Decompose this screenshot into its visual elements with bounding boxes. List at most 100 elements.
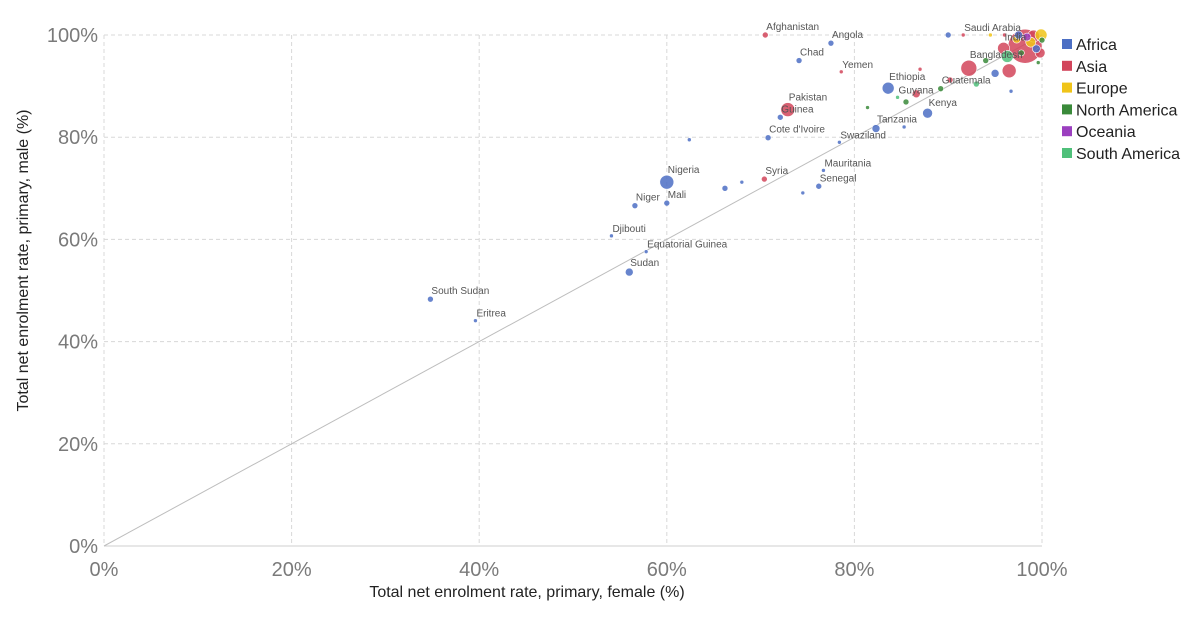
point-label: Chad — [800, 48, 824, 59]
data-point — [643, 249, 649, 254]
data-point — [838, 69, 844, 75]
y-tick-label: 40% — [58, 332, 98, 354]
data-point — [795, 57, 803, 64]
y-tick-label: 0% — [69, 536, 98, 558]
data-point — [988, 32, 993, 38]
data-point — [687, 137, 692, 143]
data-point — [764, 134, 772, 142]
data-point — [776, 113, 784, 121]
legend-swatch — [1062, 39, 1072, 49]
data-point — [721, 185, 729, 192]
axis-ticks: 0% 20% 40% 60% 80% 100% 0% 20% 40% 60% 80% 100% — [47, 25, 1068, 581]
point-label: Senegal — [820, 173, 857, 184]
y-tick-label: 20% — [58, 434, 98, 456]
data-point — [912, 89, 921, 99]
data-point — [946, 76, 954, 84]
legend-label: Europe — [1076, 81, 1128, 98]
y-tick-label: 100% — [47, 25, 98, 47]
data-point — [761, 31, 769, 39]
point-label: Pakistan — [789, 93, 827, 104]
grid-lines — [103, 34, 1043, 547]
data-point — [631, 202, 639, 209]
data-point — [982, 57, 990, 64]
y-tick-label: 60% — [58, 229, 98, 251]
point-label: Guyana — [899, 85, 934, 96]
point-labels: South Sudan Eritrea Sudan Equatorial Guinea… — [431, 22, 1026, 320]
data-point — [901, 124, 907, 130]
legend-swatch — [1062, 104, 1072, 115]
point-label: Equatorial Guinea — [647, 240, 727, 251]
y-tick-label: 80% — [58, 127, 98, 149]
legend-swatch — [1062, 126, 1072, 137]
x-tick-label: 80% — [834, 559, 874, 581]
point-label: Guinea — [781, 104, 814, 115]
data-point — [960, 32, 966, 38]
reference-line — [103, 34, 1043, 547]
data-point — [663, 199, 671, 207]
legend-label: South America — [1076, 146, 1180, 163]
x-tick-label: 20% — [272, 559, 312, 581]
data-point — [780, 102, 796, 117]
point-label: Djibouti — [612, 224, 645, 235]
point-label: Cote d'Ivoire — [769, 125, 825, 136]
point-label: Syria — [765, 166, 788, 177]
data-point — [427, 295, 434, 303]
data-point — [1002, 32, 1007, 38]
data-point — [1000, 50, 1014, 63]
legend-swatch — [1062, 60, 1072, 71]
data-point — [800, 190, 806, 196]
data-point — [1001, 63, 1017, 79]
x-tick-label: 100% — [1016, 559, 1067, 581]
point-label: Bangladesh — [970, 50, 1023, 61]
point-label: Swaziland — [840, 130, 886, 141]
data-point — [917, 66, 923, 72]
data-point — [1035, 60, 1041, 65]
point-label: Saudi Arabia — [964, 23, 1021, 34]
x-tick-label: 40% — [459, 559, 499, 581]
point-label: Guatemala — [942, 76, 991, 87]
data-point — [973, 80, 980, 88]
data-point — [473, 318, 478, 323]
point-label: Angola — [832, 30, 864, 41]
point-label: India — [1005, 32, 1027, 43]
data-point — [937, 85, 944, 92]
y-axis-title: Total net enrolment rate, primary, male … — [15, 109, 32, 411]
point-label: Tanzania — [877, 115, 917, 126]
data-point — [827, 39, 835, 47]
point-label: Mauritania — [824, 158, 871, 169]
point-label: Afghanistan — [766, 22, 819, 33]
legend-swatch — [1062, 148, 1072, 158]
point-label: Sudan — [630, 258, 659, 269]
data-point — [815, 182, 823, 190]
point-label: Niger — [636, 193, 661, 204]
data-point — [659, 174, 675, 190]
legend-swatch — [1062, 82, 1072, 93]
point-label: Kenya — [929, 98, 958, 109]
legend: Africa Asia Europe North America Oceania Sout… — [1062, 37, 1180, 163]
data-point — [881, 81, 895, 95]
legend-label: Africa — [1076, 37, 1117, 54]
legend-label: North America — [1076, 102, 1177, 119]
data-point — [902, 98, 910, 106]
data-point — [1032, 44, 1041, 54]
point-label: Nigeria — [668, 165, 700, 176]
data-point — [761, 175, 768, 183]
data-point — [865, 105, 870, 110]
data-point — [1008, 88, 1014, 94]
legend-label: Asia — [1076, 59, 1107, 76]
point-label: Mali — [668, 190, 686, 201]
data-point — [1022, 32, 1032, 42]
data-point — [821, 168, 826, 173]
legend-label: Oceania — [1076, 124, 1136, 141]
point-label: Ethiopia — [889, 72, 926, 83]
data-point — [837, 140, 842, 145]
x-axis-title: Total net enrolment rate, primary, femal… — [369, 584, 684, 601]
data-point — [871, 124, 881, 133]
data-point — [922, 107, 933, 119]
data-point — [609, 233, 614, 239]
point-label: Yemen — [842, 60, 873, 71]
data-point — [739, 179, 745, 185]
data-point — [990, 69, 1000, 78]
point-label: South Sudan — [431, 286, 489, 297]
